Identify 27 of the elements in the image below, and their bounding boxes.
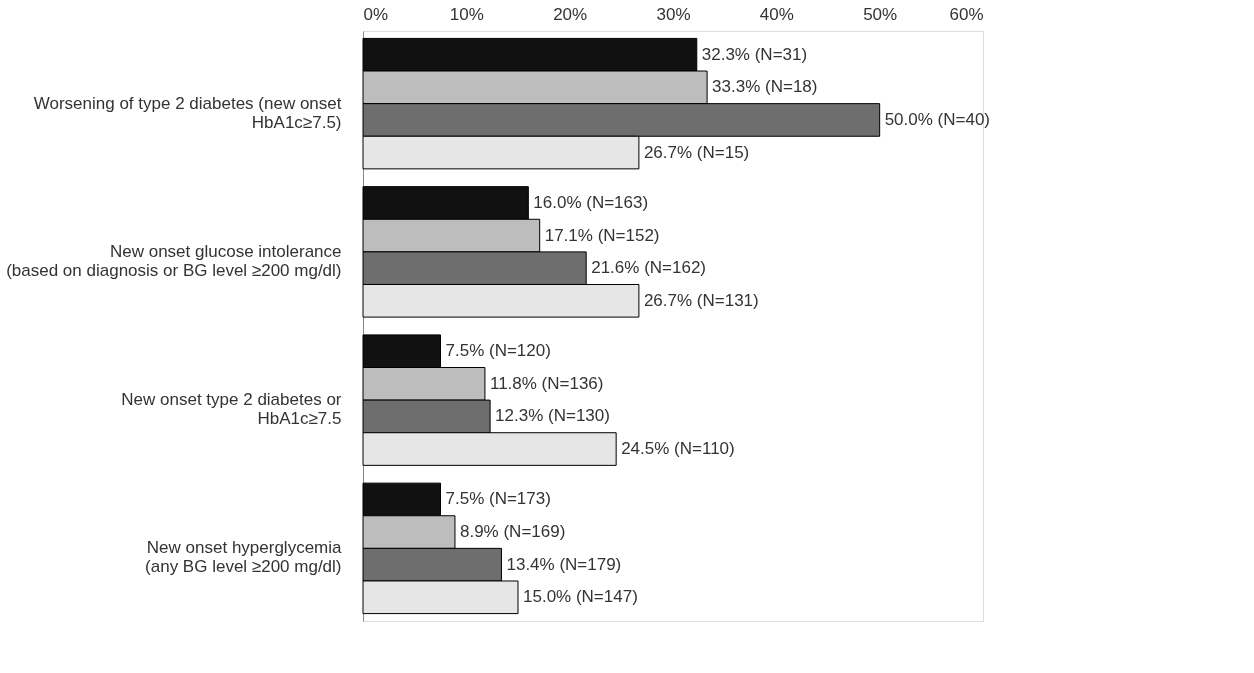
data-label: 15.0% (N=147) [523,587,638,607]
y-tick-label: New onset type 2 diabetes or HbA1c≥7.5 [121,390,342,429]
x-tick-label: 50% [863,4,898,24]
data-label: 7.5% (N=173) [445,489,551,509]
x-tick-label: 60% [949,4,984,24]
y-tick-label: New onset hyperglycemia (any BG level ≥200 mg/dl) [145,538,343,577]
x-tick-label: 20% [553,4,588,24]
data-label: 7.5% (N=120) [445,341,551,361]
data-label: 24.5% (N=110) [621,439,735,459]
x-tick-label: 40% [759,4,794,24]
x-tick-label: 30% [656,4,691,24]
y-tick-label: Worsening of type 2 diabetes (new onset HbA1c≥7.5) [33,93,342,132]
x-tick-label: 10% [449,4,484,24]
data-label: 11.8% (N=136) [489,373,604,393]
data-label: 8.9% (N=169) [459,522,566,542]
data-label: 16.0% (N=163) [533,192,649,212]
x-tick-label: 0% [363,4,389,24]
data-label: 12.3% (N=130) [495,406,610,426]
data-label: 17.1% (N=152) [544,225,660,245]
y-tick-label: New onset glucose intolerance (based on diagnosis or BG level ≥200 mg/dl) [6,241,342,280]
data-label: 32.3% (N=31) [701,44,808,64]
data-label: 21.6% (N=162) [591,258,707,278]
data-label: 26.7% (N=15) [643,142,750,162]
data-label: 26.7% (N=131) [643,290,759,310]
data-label: 13.4% (N=179) [506,554,622,574]
data-label: 33.3% (N=18) [712,77,818,97]
data-label: 50.0% (N=40) [884,109,991,129]
